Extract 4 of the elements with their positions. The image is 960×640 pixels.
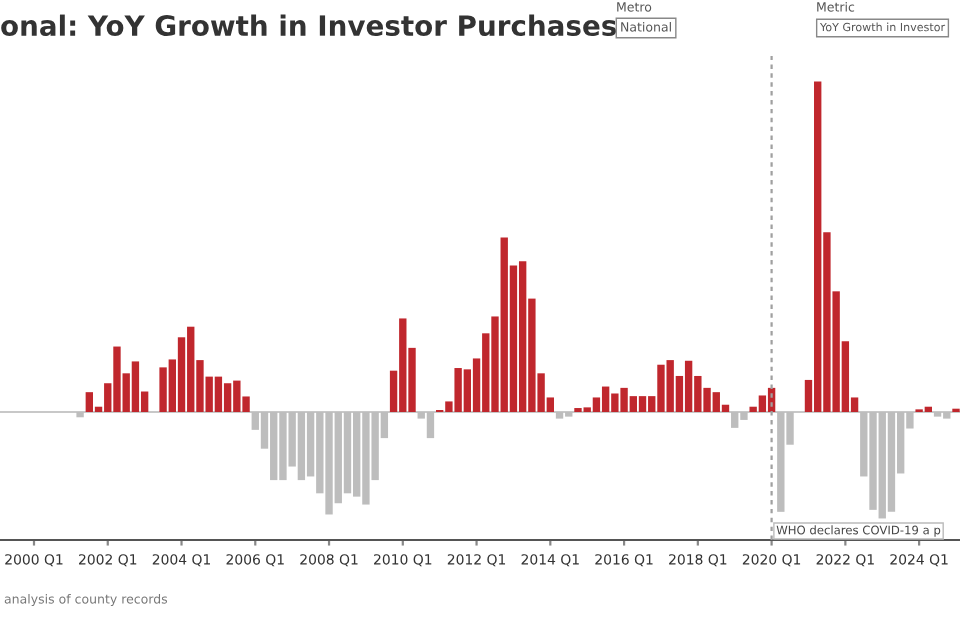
chart-title: onal: YoY Growth in Investor Purchases (1, 14, 617, 37)
bar (638, 396, 647, 412)
bar (131, 361, 140, 412)
bar (85, 392, 94, 412)
